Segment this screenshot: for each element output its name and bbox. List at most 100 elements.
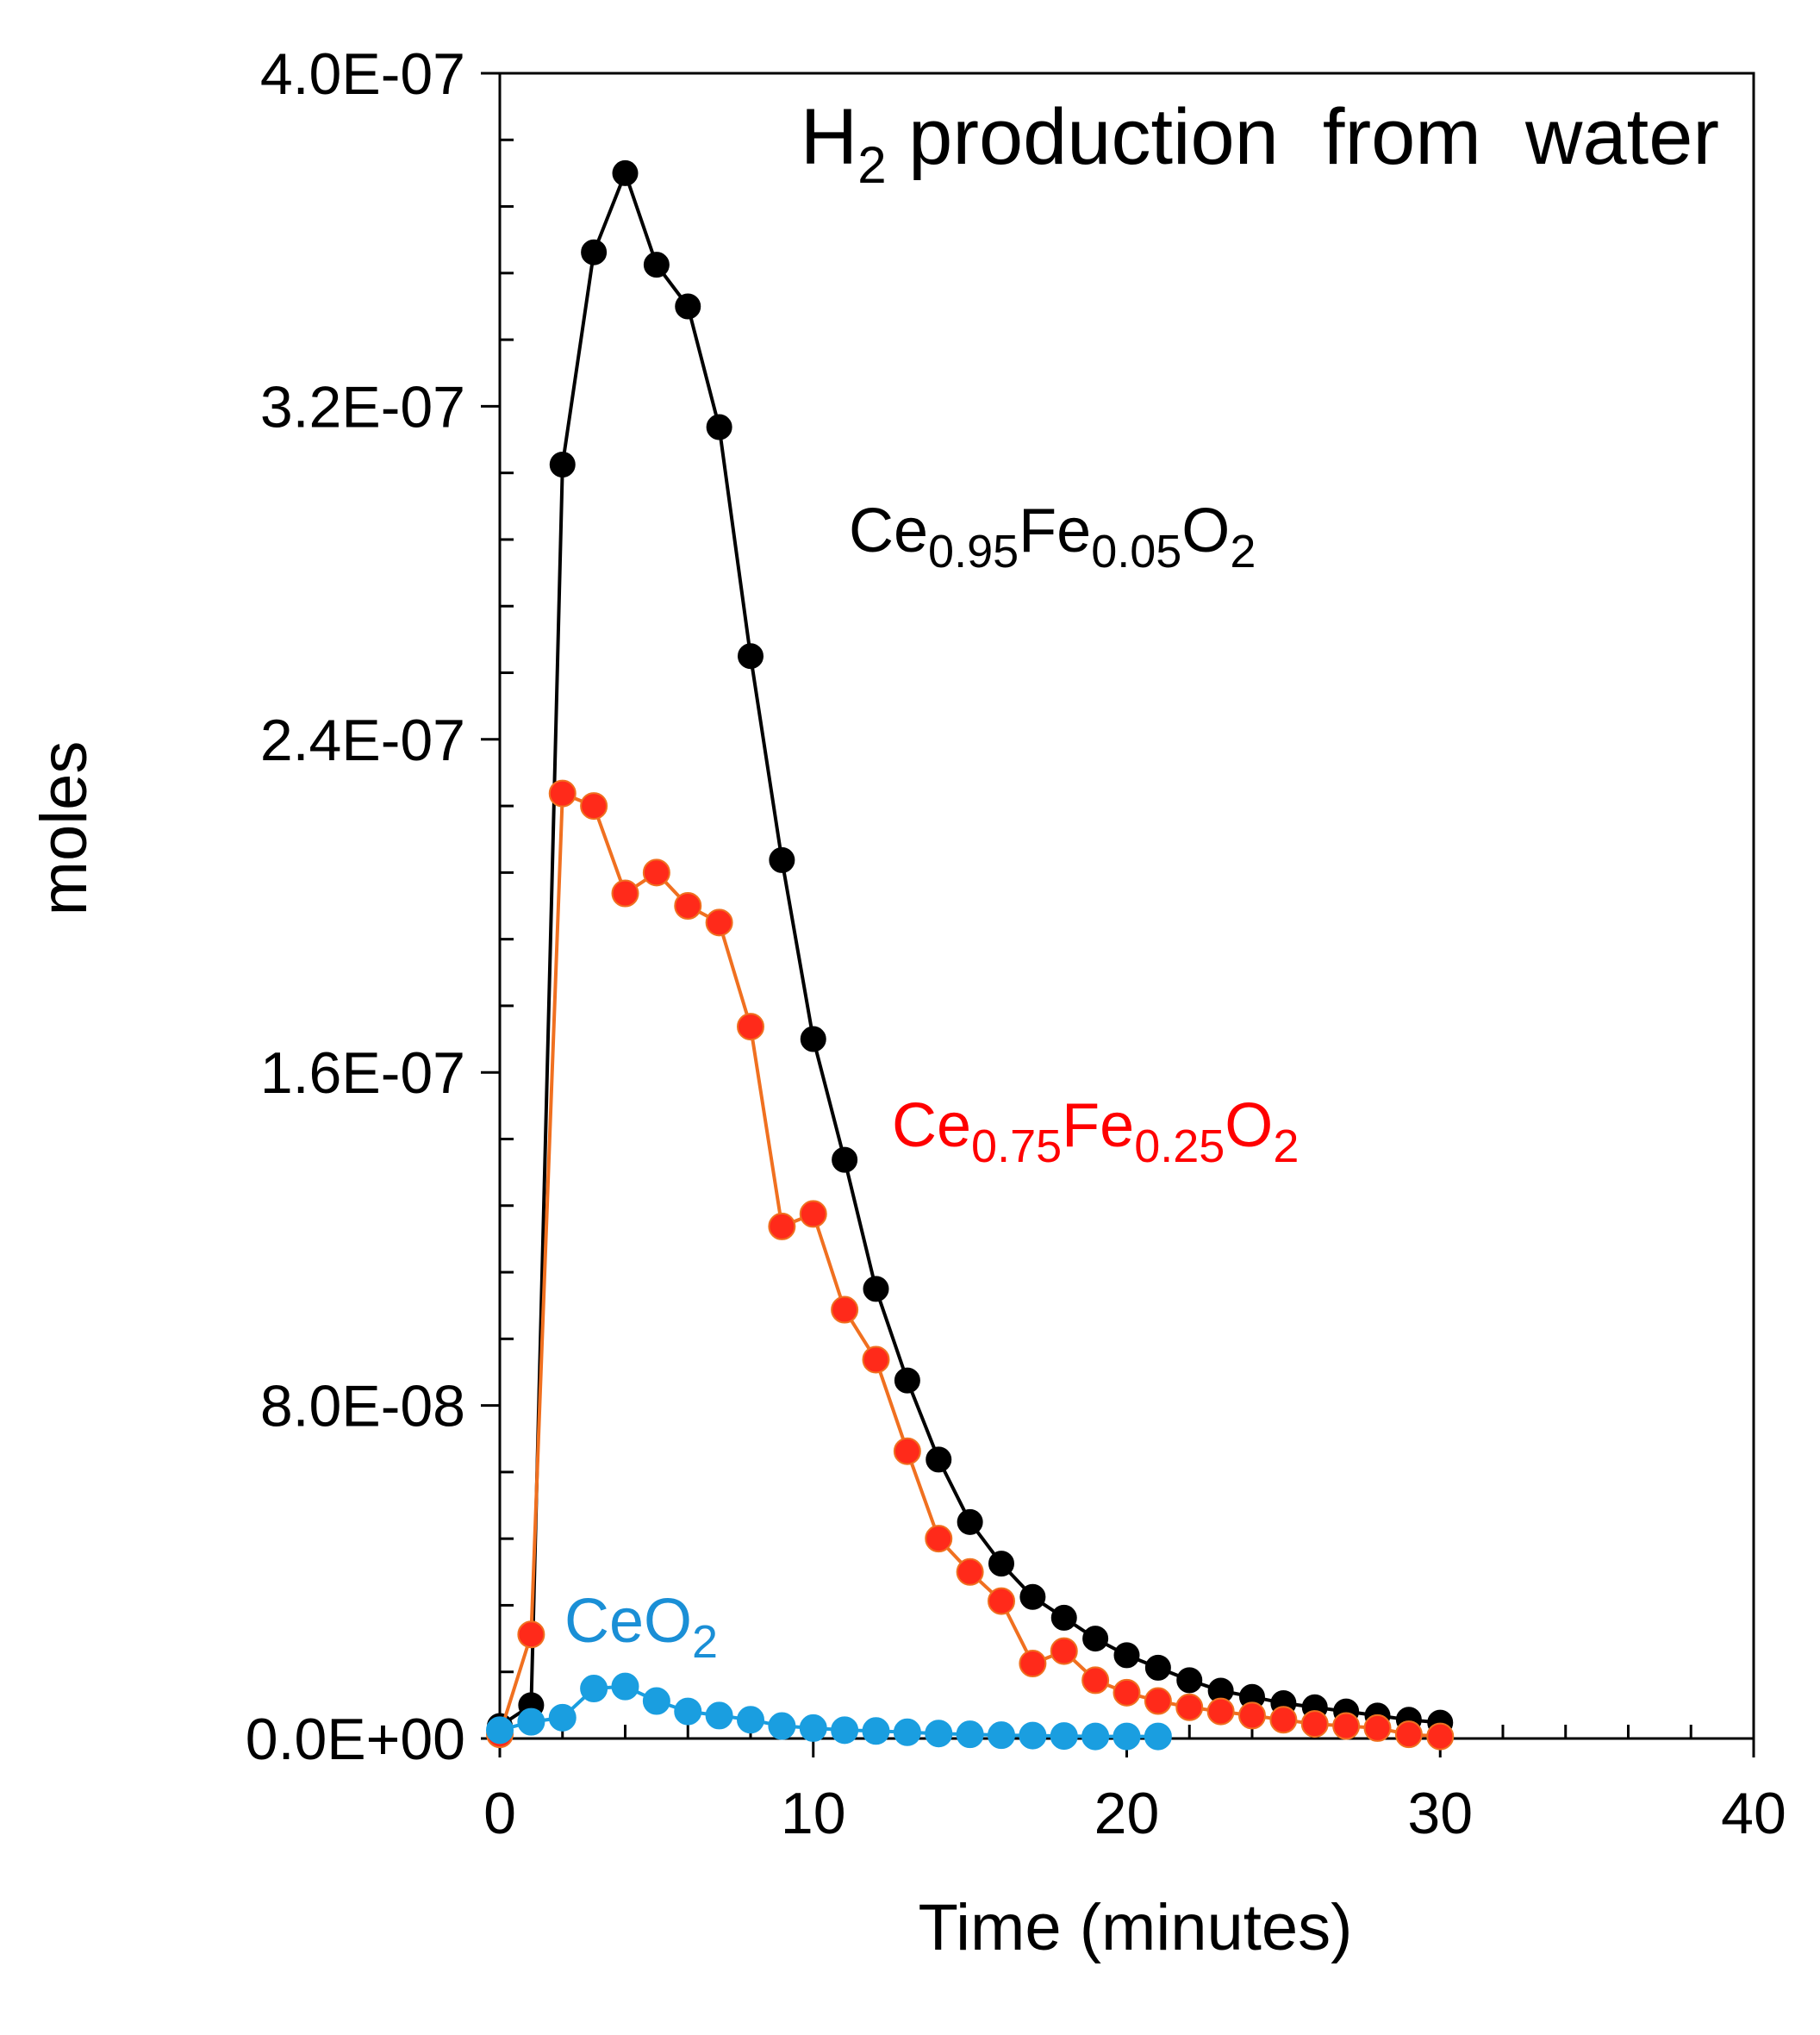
data-point (737, 1013, 764, 1041)
series-label-part: CeO (564, 1587, 692, 1656)
y-tick-label: 0.0E+00 (246, 1707, 465, 1772)
data-point (1050, 1604, 1077, 1631)
data-point (1394, 1720, 1423, 1749)
data-point (862, 1345, 890, 1374)
data-point (642, 858, 670, 887)
series-label-subscript: 0.25 (1134, 1120, 1225, 1172)
chart-title: H2 production from water (801, 93, 1719, 194)
data-point (925, 1720, 953, 1748)
data-point (799, 1200, 827, 1228)
data-point (1113, 1642, 1140, 1669)
series-label-subscript: 0.05 (1091, 526, 1181, 577)
data-point (706, 414, 732, 440)
data-point (768, 1212, 796, 1240)
data-point (893, 1718, 921, 1746)
series-1 (486, 779, 1455, 1751)
data-point (517, 1620, 545, 1649)
y-axis-title: moles (28, 741, 101, 916)
data-point (1144, 1687, 1172, 1715)
plot-area: 0.0E+00 8.0E-08 1.6E-07 2.4E-07 3.2E-07 4.0E-… (28, 41, 1786, 1964)
series-line (499, 1684, 1158, 1738)
data-point (768, 1712, 796, 1740)
data-point (800, 1026, 826, 1052)
series-label-subscript: 0.95 (928, 526, 1019, 577)
data-point (611, 879, 639, 908)
y-tick-label: 8.0E-08 (260, 1374, 465, 1439)
series-label-part: Ce (892, 1091, 971, 1160)
data-point (1363, 1714, 1392, 1742)
data-point (580, 1675, 608, 1703)
y-tick-label: 3.2E-07 (260, 374, 465, 440)
series-label: CeO2 (564, 1587, 718, 1668)
label-layer: H2 production from waterCe0.95Fe0.05O2Ce… (564, 93, 1719, 1668)
data-point (1426, 1722, 1455, 1751)
series-2 (486, 1672, 1172, 1751)
data-point (1019, 1650, 1047, 1678)
data-point (956, 1557, 984, 1586)
data-point (737, 1706, 764, 1734)
series-label: Ce0.95Fe0.05O2 (849, 496, 1256, 577)
chart-title-subscript: 2 (857, 136, 886, 194)
x-tick-label: 20 (1094, 1781, 1160, 1846)
data-point (1113, 1722, 1141, 1751)
series-label-part: O (1225, 1091, 1273, 1160)
data-point (894, 1367, 920, 1394)
series-label-part: Fe (1062, 1091, 1134, 1160)
data-point (705, 1701, 733, 1730)
data-point (1332, 1712, 1361, 1740)
data-point (1238, 1701, 1266, 1730)
data-point (926, 1446, 952, 1473)
data-point (612, 159, 639, 186)
data-point (580, 792, 608, 821)
data-point (1144, 1722, 1172, 1751)
data-point (925, 1525, 953, 1553)
series-label-subscript: 2 (1273, 1120, 1299, 1172)
data-point (957, 1508, 983, 1535)
series-label: Ce0.75Fe0.25O2 (892, 1091, 1299, 1172)
data-point (1081, 1666, 1110, 1695)
data-point (831, 1295, 859, 1324)
chart-title-rest: production from water (887, 93, 1719, 181)
data-point (769, 846, 795, 873)
y-tick-label: 4.0E-07 (260, 41, 465, 107)
series-label-subscript: 2 (1230, 526, 1256, 577)
series-label-part: O (1181, 496, 1230, 565)
y-tick-label: 2.4E-07 (260, 708, 465, 773)
data-point (738, 643, 764, 670)
data-point (1050, 1637, 1078, 1665)
data-point (705, 908, 733, 937)
series-label-part: Ce (849, 496, 928, 565)
data-point (1300, 1710, 1329, 1738)
data-point (988, 1721, 1015, 1750)
data-point (675, 293, 701, 320)
data-point (1206, 1697, 1235, 1726)
data-point (893, 1437, 921, 1465)
data-point (1050, 1722, 1078, 1751)
series-0 (487, 159, 1454, 1739)
data-point (674, 1697, 702, 1726)
x-tick-label: 0 (483, 1781, 516, 1846)
data-point (988, 1551, 1014, 1577)
data-point (1082, 1626, 1109, 1652)
chart-title-base: H (801, 93, 857, 181)
data-point (674, 892, 702, 920)
data-point (1019, 1583, 1046, 1610)
data-point (548, 1703, 577, 1732)
data-point (799, 1714, 827, 1742)
data-point (548, 779, 577, 808)
data-point (863, 1276, 889, 1302)
data-point (517, 1707, 545, 1736)
x-axis-title: Time (minutes) (919, 1891, 1353, 1964)
data-point (549, 452, 576, 478)
data-point (1113, 1678, 1141, 1707)
data-point (642, 1687, 670, 1715)
data-point (1081, 1722, 1110, 1751)
series-label-subscript: 2 (692, 1616, 718, 1668)
series-layer (486, 159, 1455, 1751)
x-tick-label: 10 (781, 1781, 846, 1846)
data-point (1144, 1654, 1171, 1681)
data-point (1175, 1693, 1204, 1721)
data-point (1019, 1721, 1047, 1750)
data-point (486, 1716, 514, 1745)
